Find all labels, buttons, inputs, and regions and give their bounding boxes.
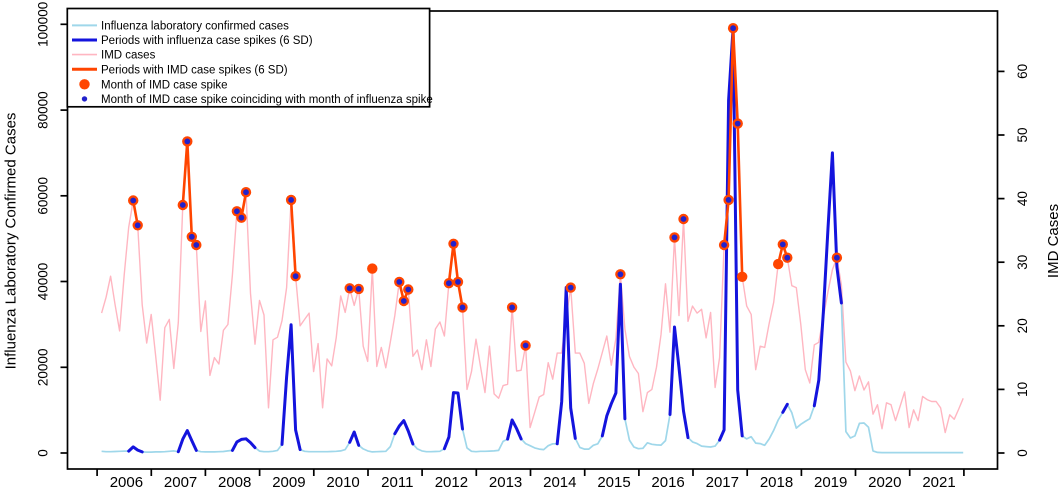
- svg-text:0: 0: [1015, 449, 1030, 457]
- svg-text:50: 50: [1015, 127, 1030, 142]
- svg-text:2019: 2019: [814, 474, 847, 490]
- svg-text:2006: 2006: [110, 474, 143, 490]
- svg-text:2009: 2009: [272, 474, 305, 490]
- svg-text:2016: 2016: [651, 474, 684, 490]
- svg-text:20: 20: [1015, 318, 1030, 333]
- svg-text:40: 40: [1015, 191, 1030, 206]
- svg-text:Influenza laboratory confirmed: Influenza laboratory confirmed cases: [101, 20, 289, 32]
- svg-text:10: 10: [1015, 382, 1030, 397]
- svg-text:2021: 2021: [922, 474, 955, 490]
- svg-text:2017: 2017: [706, 474, 739, 490]
- svg-text:Periods with IMD case spikes (: Periods with IMD case spikes (6 SD): [101, 64, 288, 76]
- svg-text:Periods with influenza case sp: Periods with influenza case spikes (6 SD…: [101, 35, 313, 47]
- svg-text:2013: 2013: [489, 474, 522, 490]
- svg-text:2020: 2020: [868, 474, 901, 490]
- svg-text:20000: 20000: [36, 349, 51, 387]
- svg-text:40000: 40000: [36, 263, 51, 301]
- svg-text:IMD Cases: IMD Cases: [1045, 204, 1062, 278]
- svg-text:2008: 2008: [218, 474, 251, 490]
- svg-text:Influenza Laboratory Confirmed: Influenza Laboratory Confirmed Cases: [2, 113, 19, 370]
- svg-text:2010: 2010: [326, 474, 359, 490]
- svg-text:2007: 2007: [164, 474, 197, 490]
- svg-text:30: 30: [1015, 255, 1030, 270]
- svg-text:0: 0: [36, 449, 51, 457]
- svg-text:2018: 2018: [760, 474, 793, 490]
- svg-text:2014: 2014: [543, 474, 576, 490]
- svg-text:80000: 80000: [36, 91, 51, 129]
- svg-text:Month of IMD case spike coinci: Month of IMD case spike coinciding with …: [101, 94, 433, 106]
- svg-text:Month of IMD case spike: Month of IMD case spike: [101, 79, 228, 91]
- svg-text:2015: 2015: [597, 474, 630, 490]
- svg-text:2011: 2011: [381, 474, 413, 490]
- svg-text:60000: 60000: [36, 177, 51, 215]
- svg-text:2012: 2012: [435, 474, 468, 490]
- svg-text:100000: 100000: [36, 2, 51, 47]
- svg-text:60: 60: [1015, 64, 1030, 79]
- svg-text:IMD cases: IMD cases: [101, 50, 156, 62]
